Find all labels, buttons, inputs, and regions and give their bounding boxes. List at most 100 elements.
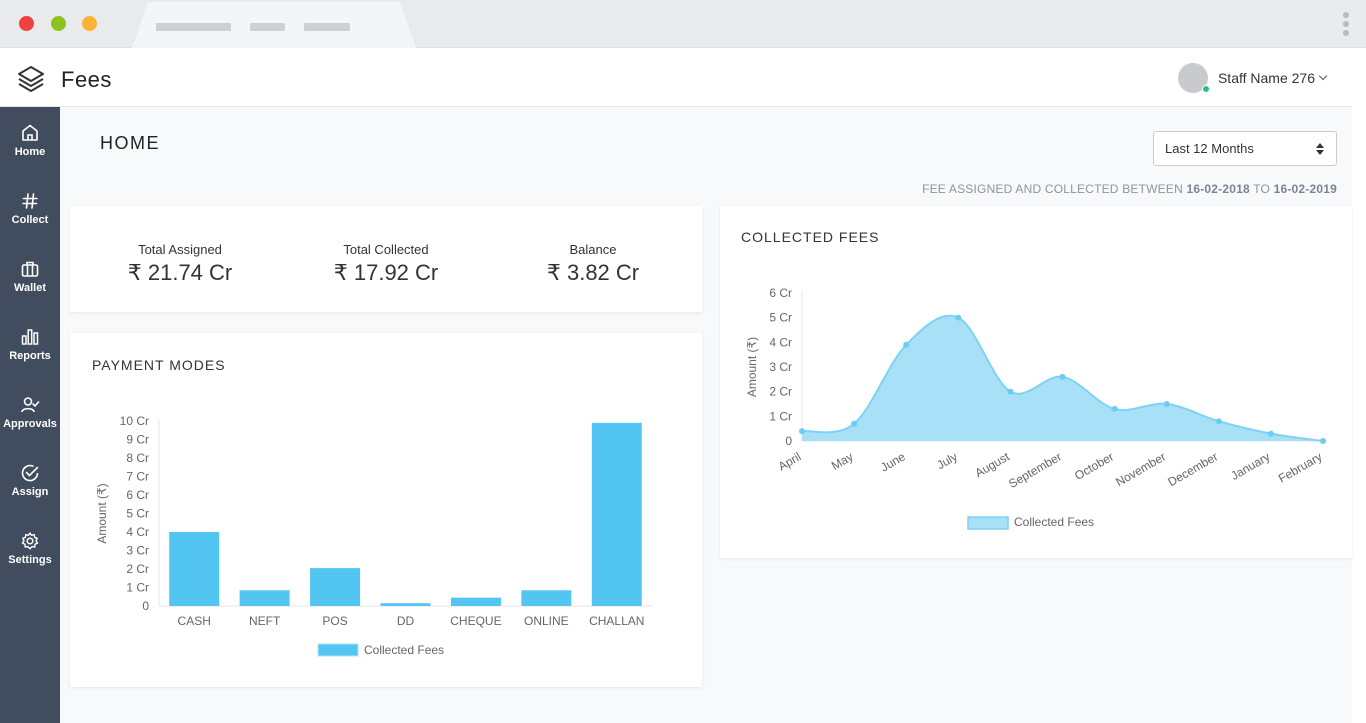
stat-label: Total Collected <box>343 242 429 257</box>
online-status-icon <box>1201 85 1210 93</box>
y-tick-label: 3 Cr <box>126 544 149 558</box>
collected-fees-title: COLLECTED FEES <box>741 229 880 245</box>
x-tick-label: CASH <box>178 614 211 628</box>
sidebar-item-collect[interactable]: Collect <box>0 191 60 247</box>
sidebar-item-label: Home <box>14 146 46 158</box>
chevron-down-icon[interactable] <box>1318 71 1328 81</box>
sidebar-item-wallet[interactable]: Wallet <box>0 259 60 315</box>
y-tick-label: 5 Cr <box>769 311 792 325</box>
data-point <box>1059 373 1066 380</box>
sidebar-item-label: Assign <box>11 486 49 498</box>
app-header: Fees Staff Name 276 <box>0 48 1352 107</box>
browser-menu-icon[interactable] <box>1342 12 1350 36</box>
x-tick-label: POS <box>322 614 347 628</box>
y-tick-label: 0 <box>142 599 149 613</box>
range-to-date: 16-02-2019 <box>1273 182 1337 196</box>
y-tick-label: 1 Cr <box>126 581 149 595</box>
stat-value: ₹ 3.82 Cr <box>546 260 640 285</box>
bar <box>380 603 431 606</box>
wallet-icon <box>21 261 39 277</box>
maximize-window-button[interactable] <box>82 16 97 31</box>
range-from-date: 16-02-2018 <box>1186 182 1250 196</box>
x-tick-label: July <box>934 449 959 472</box>
y-axis-label: Amount (₹) <box>95 483 109 543</box>
y-tick-label: 0 <box>785 434 792 448</box>
user-name[interactable]: Staff Name 276 <box>1217 70 1315 86</box>
y-tick-label: 6 Cr <box>126 488 149 502</box>
avatar[interactable] <box>1177 63 1210 93</box>
y-tick-label: 8 Cr <box>126 451 149 465</box>
sidebar: Home Collect Wallet Reports Approvals As… <box>0 107 60 723</box>
x-tick-label: ONLINE <box>524 614 569 628</box>
payment-modes-chart: 0 1 Cr 2 Cr 3 Cr 4 Cr 5 Cr 6 Cr 7 Cr 8 Cr 9 Cr 10 … <box>95 414 652 657</box>
total-collected-stat: Total Collected ₹ 17.92 Cr <box>286 242 486 286</box>
legend-swatch <box>967 516 1009 530</box>
tab-placeholder-bar <box>250 23 285 31</box>
y-axis-label: Amount (₹) <box>745 337 759 397</box>
data-point <box>851 420 858 427</box>
sidebar-item-settings[interactable]: Settings <box>0 531 60 587</box>
date-range-select[interactable]: Last 12 Months <box>1153 131 1337 166</box>
home-icon <box>22 124 38 141</box>
data-point <box>1007 388 1014 395</box>
sidebar-item-reports[interactable]: Reports <box>0 327 60 383</box>
tab-placeholder-bar <box>304 23 350 31</box>
main-content: HOME Last 12 Months FEE ASSIGNED AND COL… <box>60 107 1352 723</box>
bar <box>239 590 290 606</box>
y-tick-label: 1 Cr <box>769 409 792 423</box>
y-tick-label: 2 Cr <box>126 562 149 576</box>
data-point <box>1267 430 1274 437</box>
y-tick-label: 10 Cr <box>120 414 149 428</box>
sidebar-item-approvals[interactable]: Approvals <box>0 395 60 451</box>
browser-tab[interactable] <box>132 2 416 48</box>
user-menu[interactable]: Staff Name 276 <box>1177 63 1328 93</box>
hash-icon <box>22 193 38 209</box>
data-point <box>955 314 962 321</box>
y-tick-label: 4 Cr <box>126 525 149 539</box>
data-point <box>1215 418 1222 425</box>
x-tick-label: February <box>1276 449 1325 485</box>
minimize-window-button[interactable] <box>51 16 66 31</box>
close-window-button[interactable] <box>19 16 34 31</box>
balance-stat: Balance ₹ 3.82 Cr <box>493 242 693 286</box>
x-tick-label: August <box>973 449 1013 480</box>
x-tick-label: June <box>878 449 908 474</box>
collected-fees-card: COLLECTED FEES 0 1 Cr 2 Cr 3 Cr 4 Cr 5 Cr 6 Cr… <box>720 206 1352 558</box>
user-check-icon <box>21 397 40 413</box>
stat-value: ₹ 17.92 Cr <box>333 260 439 285</box>
legend-label: Collected Fees <box>364 643 444 657</box>
x-tick-label: October <box>1072 449 1116 482</box>
data-point <box>1320 438 1326 444</box>
x-tick-label: November <box>1113 449 1168 489</box>
payment-modes-card: PAYMENT MODES 0 1 Cr 2 Cr 3 Cr 4 Cr 5 Cr 6 Cr 7… <box>70 333 702 687</box>
x-tick-label: September <box>1006 449 1064 490</box>
range-prefix: FEE ASSIGNED AND COLLECTED BETWEEN <box>922 182 1183 196</box>
x-tick-label: May <box>829 449 856 472</box>
x-tick-label: CHEQUE <box>450 614 501 628</box>
legend-swatch <box>317 643 359 657</box>
x-tick-label: NEFT <box>249 614 281 628</box>
bar <box>521 590 572 606</box>
summary-card: Total Assigned ₹ 21.74 Cr Total Collecte… <box>70 206 702 312</box>
sidebar-item-label: Approvals <box>3 418 57 430</box>
y-tick-label: 2 Cr <box>769 385 792 399</box>
x-tick-label: DD <box>397 614 415 628</box>
date-range-caption: FEE ASSIGNED AND COLLECTED BETWEEN 16-02… <box>922 182 1337 196</box>
payment-modes-title: PAYMENT MODES <box>92 357 226 373</box>
select-arrows-icon <box>1316 143 1324 155</box>
y-tick-label: 3 Cr <box>769 360 792 374</box>
y-tick-label: 6 Cr <box>769 286 792 300</box>
total-assigned-stat: Total Assigned ₹ 21.74 Cr <box>80 242 280 286</box>
sidebar-item-home[interactable]: Home <box>0 123 60 179</box>
sidebar-item-label: Settings <box>8 554 52 566</box>
layers-logo-icon[interactable] <box>16 64 46 94</box>
collected-fees-chart: 0 1 Cr 2 Cr 3 Cr 4 Cr 5 Cr 6 Cr Amount (₹) April… <box>745 286 1326 530</box>
stat-label: Total Assigned <box>138 242 222 257</box>
sidebar-item-assign[interactable]: Assign <box>0 463 60 519</box>
y-tick-label: 9 Cr <box>126 433 149 447</box>
sidebar-item-label: Wallet <box>14 282 46 294</box>
bar <box>450 597 501 606</box>
x-tick-label: CHALLAN <box>589 614 644 628</box>
stat-label: Balance <box>569 242 617 257</box>
tab-placeholder-bar <box>156 23 231 31</box>
